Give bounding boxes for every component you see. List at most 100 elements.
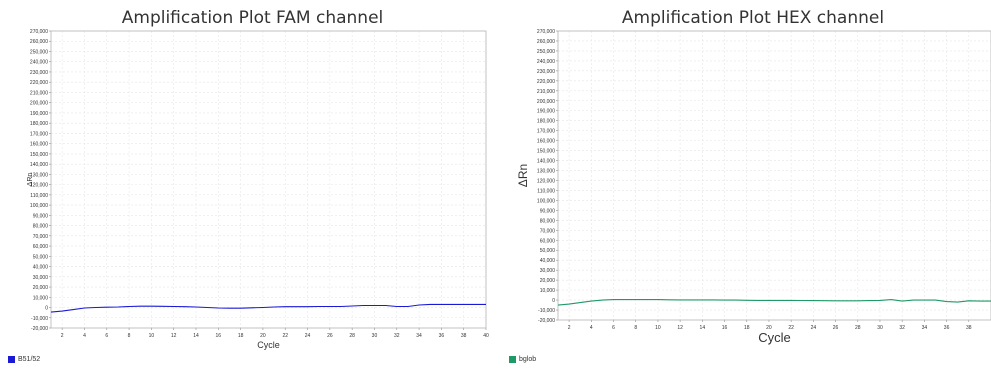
fam-y-tick-label: 230,000: [30, 70, 48, 76]
hex-y-tick-label: 140,000: [537, 159, 555, 165]
hex-y-tick-label: 250,000: [537, 49, 555, 55]
fam-x-tick-label: 34: [416, 333, 422, 339]
fam-x-tick-label: 10: [149, 333, 155, 339]
hex-y-tick-label: 20,000: [540, 278, 556, 284]
fam-x-tick-label: 24: [305, 333, 311, 339]
hex-plot-frame: [557, 30, 991, 321]
fam-plot-area: [51, 31, 486, 328]
fam-amplification-plot: -20,000 -10,000 0 10,000 20,000 30,000 40,000 5…: [27, 29, 489, 350]
fam-y-tick-label: 20,000: [33, 285, 49, 291]
hex-x-tick-label: 4: [590, 325, 593, 331]
hex-y-tick-label: 180,000: [537, 119, 555, 125]
hex-y-axis-label: ΔRn: [516, 164, 530, 187]
hex-x-tick-label: 38: [966, 325, 972, 331]
fam-y-tick-label: 220,000: [30, 80, 48, 86]
fam-x-tick-label: 36: [439, 333, 445, 339]
hex-x-tick-label: 30: [877, 325, 883, 331]
fam-y-tick-label: 80,000: [33, 224, 49, 230]
fam-y-tick-label: 160,000: [30, 142, 48, 148]
fam-plot-frame: [50, 30, 487, 329]
hex-x-tick-label: 10: [655, 325, 661, 331]
fam-y-tick-label: 70,000: [33, 234, 49, 240]
hex-legend: bglob: [509, 356, 536, 363]
hex-y-tick-label: 200,000: [537, 99, 555, 105]
hex-legend-swatch: [509, 356, 516, 363]
fam-y-tick-label: 190,000: [30, 111, 48, 117]
hex-y-tick-label: 220,000: [537, 79, 555, 85]
hex-x-tick-label: 24: [811, 325, 817, 331]
hex-y-tick-label: 240,000: [537, 59, 555, 65]
fam-y-tick-label: 240,000: [30, 60, 48, 66]
hex-legend-label: bglob: [519, 356, 537, 363]
fam-y-tick-label: 110,000: [30, 193, 48, 199]
hex-chart-panel: Amplification Plot HEX channel -20,000 -1…: [505, 0, 991, 372]
hex-x-tick-label: 16: [722, 325, 728, 331]
hex-x-tick-label: 36: [944, 325, 950, 331]
fam-x-tick-label: 2: [61, 333, 64, 339]
fam-y-tick-label: 250,000: [30, 49, 48, 55]
fam-x-tick-label: 22: [282, 333, 288, 339]
fam-y-tick-label: 50,000: [33, 254, 49, 260]
fam-x-tick-label: 20: [260, 333, 266, 339]
hex-y-tick-label: 130,000: [537, 169, 555, 175]
fam-y-tick-label: 140,000: [30, 162, 48, 168]
hex-y-tick-label: 230,000: [537, 69, 555, 75]
hex-y-tick-label: -20,000: [538, 318, 555, 324]
hex-x-tick-label: 28: [855, 325, 861, 331]
hex-x-tick-label: 22: [788, 325, 794, 331]
fam-y-tick-label: 30,000: [33, 275, 49, 281]
fam-y-tick-label: 210,000: [30, 90, 48, 96]
fam-y-tick-label: 40,000: [33, 265, 49, 271]
hex-y-tick-label: 210,000: [537, 89, 555, 95]
hex-y-tick-label: 40,000: [540, 258, 556, 264]
fam-x-axis-label: Cycle: [257, 340, 280, 350]
hex-plot-area: [558, 31, 991, 320]
fam-legend-label: B51/52: [18, 356, 41, 363]
hex-series-line: [557, 299, 991, 306]
fam-x-tick-label: 18: [238, 333, 244, 339]
fam-series-line: [50, 303, 486, 313]
hex-y-tick-label: 80,000: [540, 218, 556, 224]
fam-y-axis-label: ΔRn: [27, 173, 34, 187]
hex-y-tick-label: 150,000: [537, 149, 555, 155]
fam-x-tick-label: 4: [83, 333, 86, 339]
fam-x-tick-label: 30: [372, 333, 378, 339]
fam-y-tick-label: 180,000: [30, 121, 48, 127]
hex-y-tick-label: 50,000: [540, 248, 556, 254]
fam-y-tick-label: 90,000: [33, 213, 49, 219]
fam-y-tick-label: 270,000: [30, 29, 48, 35]
fam-y-tick-label: 60,000: [33, 244, 49, 250]
hex-x-tick-label: 32: [899, 325, 905, 331]
hex-y-tick-label: 160,000: [537, 139, 555, 145]
hex-chart-title: Amplification Plot HEX channel: [621, 8, 885, 28]
fam-y-tick-label: 150,000: [30, 152, 48, 158]
fam-y-tick-label: 0: [45, 306, 48, 312]
fam-legend-swatch: [8, 356, 15, 363]
fam-x-tick-label: 12: [171, 333, 177, 339]
hex-x-tick-label: 6: [612, 325, 615, 331]
hex-x-tick-label: 34: [922, 325, 928, 331]
fam-y-tick-label: 260,000: [30, 39, 48, 45]
fam-x-tick-label: 14: [193, 333, 199, 339]
hex-x-tick-label: 2: [568, 325, 571, 331]
hex-x-tick-label: 18: [744, 325, 750, 331]
fam-legend: B51/52: [8, 356, 40, 363]
fam-y-tick-label: 170,000: [30, 131, 48, 137]
fam-x-tick-label: 38: [461, 333, 467, 339]
hex-y-tick-label: 70,000: [540, 228, 556, 234]
hex-y-tick-label: 100,000: [537, 198, 555, 204]
fam-y-tick-label: 200,000: [30, 101, 48, 107]
fam-x-tick-label: 6: [105, 333, 108, 339]
hex-y-tick-label: 190,000: [537, 109, 555, 115]
fam-chart-title: Amplification Plot FAM channel: [121, 8, 384, 28]
hex-x-tick-label: 8: [634, 325, 637, 331]
hex-x-axis-label: Cycle: [758, 330, 791, 345]
fam-y-tick-label: 10,000: [33, 295, 49, 301]
hex-y-tick-label: 260,000: [537, 39, 555, 45]
hex-y-tick-label: 0: [552, 298, 555, 304]
fam-y-tick-label: 130,000: [30, 172, 48, 178]
fam-x-tick-label: 16: [216, 333, 222, 339]
hex-amplification-plot: -20,000 -10,000 0 10,000 20,000 30,000 40,000 5…: [516, 29, 991, 345]
hex-x-tick-label: 20: [766, 325, 772, 331]
fam-x-tick-label: 26: [327, 333, 333, 339]
